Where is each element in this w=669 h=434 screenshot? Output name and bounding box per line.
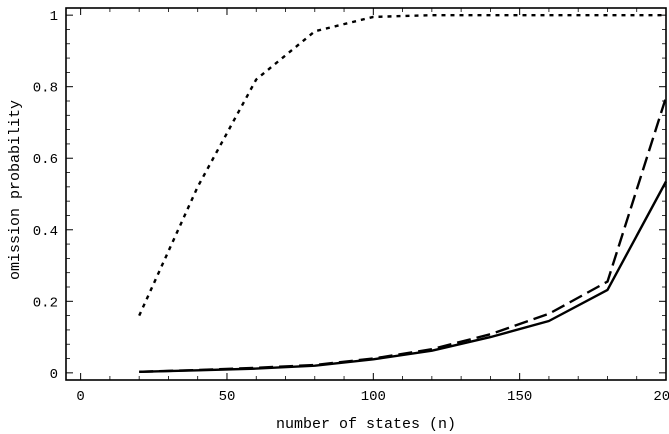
series-line-dashed xyxy=(139,97,668,373)
y-tick-label-0: 0 xyxy=(50,367,58,383)
x-tick-label-0: 0 xyxy=(76,389,84,405)
x-tick-label-3: 150 xyxy=(507,389,532,405)
y-axis-label: omission probability xyxy=(7,100,24,280)
x-tick-label-2: 100 xyxy=(361,389,386,405)
series-lines xyxy=(138,13,668,373)
y-tick-label-2: 0.4 xyxy=(33,224,58,240)
tick-labels: 0 50 100 150 200 0 0.2 0.4 0.6 0.8 1 xyxy=(33,9,669,405)
y-tick-label-5: 1 xyxy=(50,9,58,25)
y-tick-label-1: 0.2 xyxy=(33,295,58,311)
x-tick-label-1: 50 xyxy=(219,389,236,405)
axis-ticks xyxy=(66,8,667,380)
y-tick-label-3: 0.6 xyxy=(33,152,58,168)
series-line-solid xyxy=(139,180,668,373)
series-line-dotted xyxy=(138,13,666,317)
x-axis-label: number of states (n) xyxy=(276,416,456,433)
x-tick-label-4: 200 xyxy=(653,389,669,405)
y-tick-label-4: 0.8 xyxy=(33,81,58,97)
plot-frame xyxy=(65,7,667,381)
